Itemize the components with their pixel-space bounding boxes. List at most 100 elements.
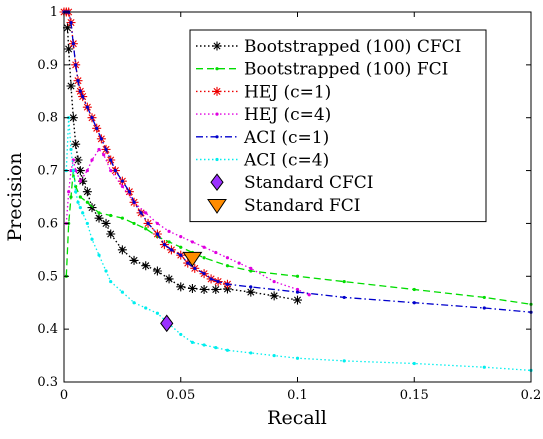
data-point bbox=[113, 168, 117, 173]
data-point bbox=[139, 211, 143, 215]
series-line bbox=[65, 170, 532, 305]
data-point bbox=[295, 287, 300, 292]
legend-marker bbox=[215, 135, 219, 139]
data-point bbox=[109, 168, 113, 173]
data-point bbox=[71, 139, 81, 149]
data-point bbox=[482, 306, 486, 310]
legend-marker bbox=[210, 173, 224, 192]
legend-entry: ACI (c=1) bbox=[196, 128, 329, 148]
legend-marker bbox=[212, 86, 222, 96]
legend-label: HEJ (c=4) bbox=[244, 105, 331, 125]
data-point bbox=[109, 158, 113, 162]
tick-layer: 0 0.05 0.1 0.15 0.2 0.3 0.4 0.5 0.6 0.7 0.8 0.9 1 bbox=[37, 5, 541, 403]
legend-marker bbox=[215, 112, 219, 116]
data-point bbox=[225, 348, 230, 352]
data-point bbox=[78, 195, 82, 199]
data-point bbox=[307, 293, 311, 297]
x-tick-label: 0 bbox=[60, 388, 68, 403]
data-point bbox=[132, 301, 136, 305]
data-point bbox=[99, 137, 103, 141]
legend-entry: Standard CFCI bbox=[210, 173, 374, 193]
data-point bbox=[214, 346, 218, 350]
data-point bbox=[482, 295, 486, 300]
data-point bbox=[71, 168, 75, 173]
data-point bbox=[85, 168, 89, 173]
data-point bbox=[342, 295, 346, 300]
data-point bbox=[94, 213, 104, 223]
data-point bbox=[249, 351, 253, 355]
y-tick-label: 0.7 bbox=[37, 164, 58, 179]
data-point bbox=[193, 266, 197, 270]
data-point bbox=[69, 195, 73, 199]
point-marker bbox=[160, 314, 174, 333]
standalone-point bbox=[160, 314, 174, 333]
data-point bbox=[78, 89, 82, 93]
series-4 bbox=[62, 10, 533, 314]
data-point bbox=[225, 264, 230, 268]
series-line bbox=[66, 27, 298, 301]
data-point bbox=[186, 261, 190, 265]
data-point bbox=[101, 218, 111, 228]
series-5 bbox=[64, 116, 533, 372]
data-point bbox=[90, 158, 94, 162]
data-point bbox=[190, 340, 195, 344]
data-point bbox=[269, 291, 279, 301]
series-layer bbox=[59, 7, 533, 372]
data-point bbox=[90, 237, 94, 241]
data-point bbox=[167, 229, 171, 233]
legend-label: Bootstrapped (100) CFCI bbox=[244, 37, 461, 57]
data-point bbox=[164, 274, 174, 284]
y-tick-label: 0.5 bbox=[37, 269, 58, 284]
legend-label: Bootstrapped (100) FCI bbox=[244, 60, 448, 80]
data-point bbox=[209, 277, 213, 281]
data-point bbox=[69, 147, 73, 152]
data-point bbox=[162, 242, 167, 247]
data-point bbox=[169, 248, 174, 252]
x-tick-label: 0.15 bbox=[400, 388, 429, 403]
data-point bbox=[176, 282, 186, 292]
data-point bbox=[76, 200, 80, 204]
data-point bbox=[167, 240, 171, 244]
data-point bbox=[202, 245, 206, 249]
data-point bbox=[412, 287, 416, 292]
data-point bbox=[69, 168, 73, 173]
data-point bbox=[295, 356, 300, 360]
data-point bbox=[104, 269, 108, 273]
data-point bbox=[216, 279, 220, 284]
data-point bbox=[412, 301, 416, 305]
data-point bbox=[202, 343, 206, 347]
data-point bbox=[249, 269, 253, 273]
x-axis-label: Recall bbox=[267, 407, 327, 429]
data-point bbox=[295, 290, 300, 294]
data-point bbox=[127, 190, 131, 194]
data-point bbox=[85, 105, 89, 109]
point-marker bbox=[182, 251, 203, 267]
data-point bbox=[129, 255, 139, 265]
data-point bbox=[95, 126, 99, 130]
data-point bbox=[97, 253, 101, 257]
data-point bbox=[214, 250, 218, 255]
data-point bbox=[109, 213, 113, 218]
data-point bbox=[85, 221, 89, 226]
data-point bbox=[249, 266, 253, 270]
x-tick-label: 0.05 bbox=[166, 388, 195, 403]
data-point bbox=[74, 63, 78, 67]
data-point bbox=[97, 211, 101, 215]
data-point bbox=[102, 153, 106, 157]
data-point bbox=[222, 284, 232, 294]
data-point bbox=[109, 279, 113, 284]
data-point bbox=[249, 285, 253, 289]
data-point bbox=[211, 285, 221, 294]
data-point bbox=[246, 287, 256, 297]
data-point bbox=[179, 245, 183, 249]
data-point bbox=[74, 190, 78, 194]
data-point bbox=[120, 179, 124, 183]
data-point bbox=[75, 166, 85, 176]
data-point bbox=[78, 205, 82, 210]
data-point bbox=[152, 266, 162, 276]
data-point bbox=[342, 279, 346, 284]
data-point bbox=[74, 168, 78, 173]
data-point bbox=[202, 256, 206, 260]
data-point bbox=[190, 240, 195, 244]
